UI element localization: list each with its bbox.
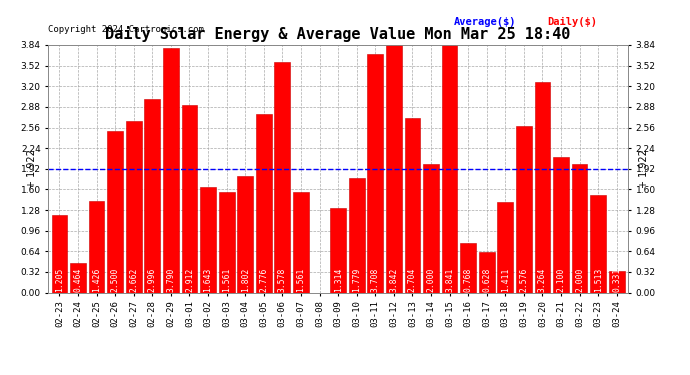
- Text: 0.628: 0.628: [482, 267, 491, 292]
- Text: 3.790: 3.790: [166, 267, 175, 292]
- Text: 2.100: 2.100: [557, 267, 566, 292]
- Text: 1.513: 1.513: [593, 267, 602, 292]
- Text: 2.000: 2.000: [575, 267, 584, 292]
- Bar: [572, 164, 587, 292]
- Text: Daily($): Daily($): [546, 17, 597, 27]
- Text: 2.500: 2.500: [110, 267, 119, 292]
- Text: 2.576: 2.576: [520, 267, 529, 292]
- Text: 3.708: 3.708: [371, 267, 380, 292]
- Text: 2.662: 2.662: [129, 267, 138, 292]
- Text: 1.561: 1.561: [222, 267, 231, 292]
- Bar: [590, 195, 606, 292]
- Bar: [237, 176, 253, 292]
- Bar: [200, 187, 216, 292]
- Text: 0.331: 0.331: [612, 267, 621, 292]
- Bar: [386, 45, 402, 292]
- Bar: [404, 118, 420, 292]
- Text: 1.561: 1.561: [297, 267, 306, 292]
- Bar: [256, 114, 272, 292]
- Bar: [367, 54, 383, 292]
- Text: 2.000: 2.000: [426, 267, 435, 292]
- Title: Daily Solar Energy & Average Value Mon Mar 25 18:40: Daily Solar Energy & Average Value Mon M…: [106, 27, 571, 42]
- Text: Copyright 2024 Cartronics.com: Copyright 2024 Cartronics.com: [48, 25, 204, 34]
- Bar: [516, 126, 532, 292]
- Text: 1.643: 1.643: [204, 267, 213, 292]
- Bar: [293, 192, 309, 292]
- Bar: [181, 105, 197, 292]
- Text: 1.802: 1.802: [241, 267, 250, 292]
- Bar: [126, 121, 141, 292]
- Bar: [479, 252, 495, 292]
- Text: + 1.922: + 1.922: [27, 149, 37, 188]
- Text: 3.842: 3.842: [389, 267, 398, 292]
- Text: 3.578: 3.578: [278, 267, 287, 292]
- Bar: [219, 192, 235, 292]
- Text: 2.704: 2.704: [408, 267, 417, 292]
- Text: 1.779: 1.779: [352, 267, 361, 292]
- Bar: [497, 201, 513, 292]
- Bar: [553, 157, 569, 292]
- Bar: [52, 215, 68, 292]
- Text: 1.314: 1.314: [333, 267, 343, 292]
- Bar: [89, 201, 104, 292]
- Bar: [609, 271, 624, 292]
- Bar: [331, 208, 346, 292]
- Bar: [535, 82, 551, 292]
- Text: + 1.922: + 1.922: [640, 149, 649, 188]
- Text: 2.776: 2.776: [259, 267, 268, 292]
- Text: 1.411: 1.411: [501, 267, 510, 292]
- Text: 0.768: 0.768: [464, 267, 473, 292]
- Bar: [442, 45, 457, 292]
- Bar: [348, 178, 364, 292]
- Text: 0.464: 0.464: [74, 267, 83, 292]
- Bar: [460, 243, 476, 292]
- Bar: [144, 99, 160, 292]
- Text: 2.912: 2.912: [185, 267, 194, 292]
- Bar: [275, 62, 290, 292]
- Bar: [70, 262, 86, 292]
- Text: 1.426: 1.426: [92, 267, 101, 292]
- Text: 1.205: 1.205: [55, 267, 64, 292]
- Text: Average($): Average($): [454, 17, 517, 27]
- Text: 3.264: 3.264: [538, 267, 547, 292]
- Bar: [423, 164, 439, 292]
- Bar: [163, 48, 179, 292]
- Text: 3.841: 3.841: [445, 267, 454, 292]
- Bar: [107, 131, 123, 292]
- Text: 2.996: 2.996: [148, 267, 157, 292]
